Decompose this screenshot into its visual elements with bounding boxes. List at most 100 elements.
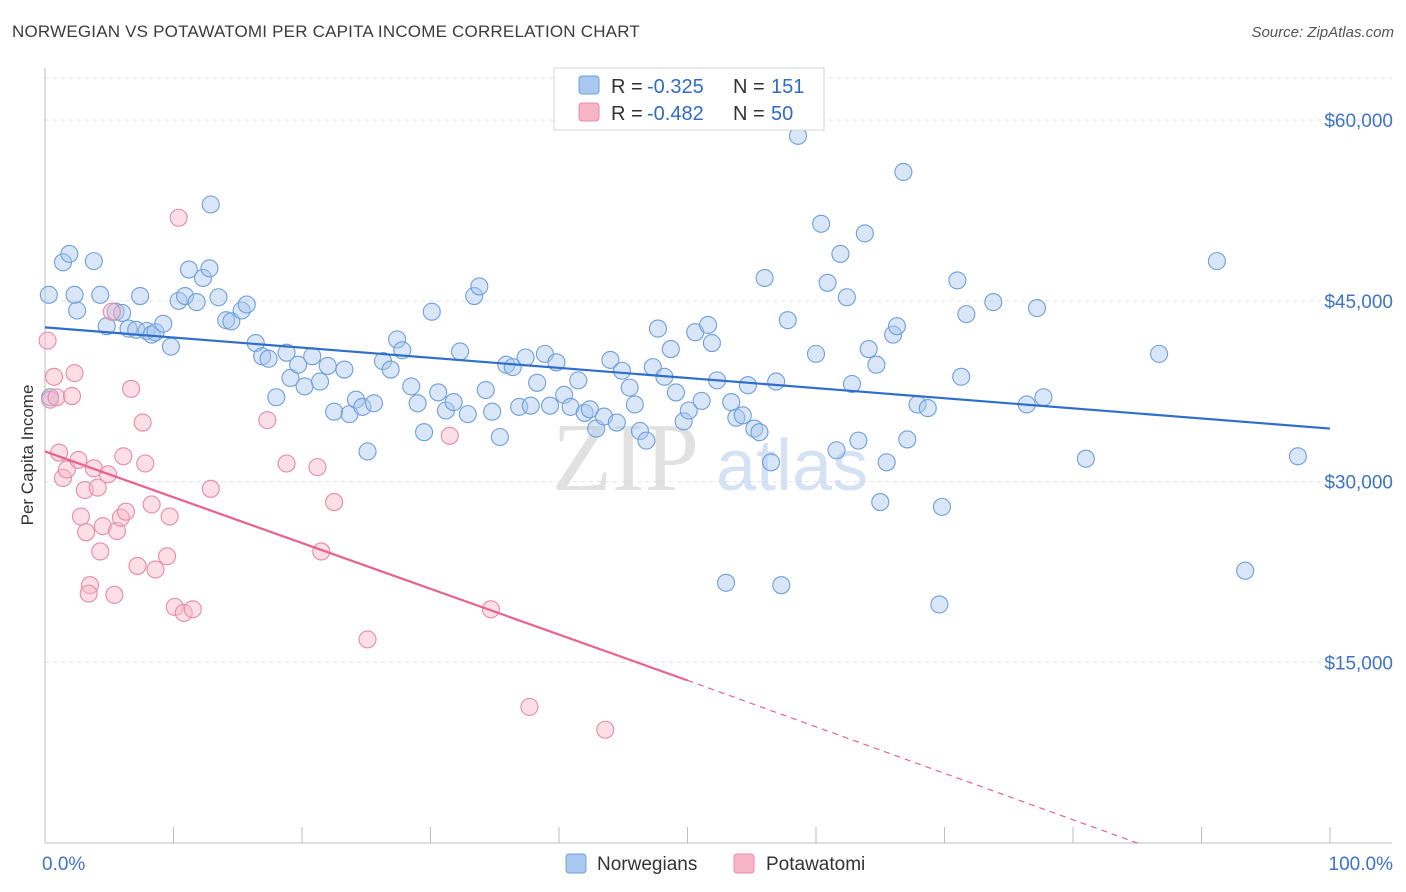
data-point bbox=[142, 495, 161, 514]
data-point bbox=[71, 507, 91, 526]
data-point bbox=[295, 377, 314, 396]
data-point bbox=[267, 388, 286, 407]
data-point bbox=[884, 325, 903, 344]
data-point bbox=[930, 595, 949, 614]
data-point bbox=[422, 302, 441, 321]
data-point bbox=[957, 305, 976, 324]
data-point bbox=[161, 337, 180, 356]
legend-n-label: N = bbox=[733, 76, 765, 98]
data-point bbox=[465, 287, 484, 306]
data-point bbox=[666, 383, 685, 402]
data-point bbox=[984, 293, 1003, 312]
trend-line bbox=[44, 326, 1331, 430]
data-point bbox=[818, 273, 837, 292]
data-point bbox=[755, 268, 774, 288]
data-point bbox=[277, 343, 296, 362]
data-point bbox=[648, 319, 667, 338]
source-label: Source: ZipAtlas.com bbox=[1251, 24, 1394, 41]
data-point bbox=[105, 585, 124, 604]
data-point bbox=[887, 317, 907, 336]
trend-lines bbox=[44, 326, 1331, 844]
data-point bbox=[358, 630, 377, 649]
legend-n-value: 50 bbox=[771, 103, 793, 125]
data-point bbox=[510, 397, 529, 416]
axes bbox=[44, 68, 1392, 844]
data-point bbox=[738, 376, 757, 395]
data-point bbox=[842, 374, 862, 394]
data-point bbox=[281, 368, 300, 388]
watermark: ZIP atlas bbox=[552, 404, 868, 512]
data-point bbox=[303, 347, 322, 366]
legend-bottom: Norwegians Potawatomi bbox=[565, 853, 865, 875]
data-point bbox=[325, 402, 344, 421]
data-point bbox=[637, 431, 656, 450]
legend-swatch-potawatomi bbox=[578, 102, 600, 122]
data-point bbox=[91, 542, 110, 561]
data-point bbox=[308, 458, 327, 477]
data-point bbox=[158, 547, 177, 566]
trend-line bbox=[44, 450, 688, 682]
y-tick-label: $15,000 bbox=[1324, 653, 1393, 674]
data-point bbox=[39, 285, 58, 304]
data-point bbox=[209, 288, 228, 307]
data-point bbox=[470, 277, 489, 296]
data-point bbox=[948, 271, 967, 290]
legend-r-value: -0.482 bbox=[647, 103, 704, 125]
data-point bbox=[1288, 447, 1307, 466]
data-point bbox=[88, 478, 107, 497]
legend-bottom-label-norwegians: Norwegians bbox=[597, 854, 697, 875]
data-point bbox=[106, 302, 125, 321]
data-point bbox=[679, 401, 698, 420]
data-point bbox=[237, 295, 256, 314]
data-point bbox=[837, 288, 856, 307]
data-point bbox=[116, 502, 136, 521]
data-point bbox=[569, 371, 588, 390]
data-point bbox=[521, 396, 540, 415]
data-point bbox=[827, 441, 846, 460]
data-point bbox=[60, 244, 79, 263]
data-point bbox=[520, 697, 539, 716]
data-point bbox=[630, 421, 650, 441]
data-point bbox=[176, 287, 195, 306]
data-point bbox=[93, 517, 112, 536]
data-point bbox=[381, 360, 400, 379]
legend-n-label: N = bbox=[733, 103, 765, 125]
data-point bbox=[451, 342, 470, 361]
chart-title: NORWEGIAN VS POTAWATOMI PER CAPITA INCOM… bbox=[12, 22, 640, 41]
y-axis-label: Per Capita Income bbox=[18, 385, 37, 526]
data-point bbox=[429, 383, 448, 402]
data-point bbox=[187, 293, 206, 312]
data-point bbox=[201, 195, 220, 214]
data-point bbox=[259, 349, 278, 368]
data-point bbox=[1236, 561, 1255, 580]
data-point bbox=[540, 396, 560, 415]
data-point bbox=[849, 431, 868, 450]
data-point bbox=[84, 252, 103, 271]
data-point bbox=[722, 393, 741, 412]
data-point bbox=[867, 355, 886, 374]
data-point bbox=[194, 268, 213, 288]
data-point bbox=[146, 560, 165, 579]
data-point bbox=[160, 507, 179, 526]
y-tick-labels: $15,000 $30,000 $45,000 $60,000 bbox=[1324, 111, 1393, 674]
data-point bbox=[898, 430, 917, 449]
data-point bbox=[601, 350, 620, 369]
series-potawatomi-points bbox=[38, 208, 615, 739]
data-point bbox=[47, 388, 66, 407]
data-point bbox=[62, 386, 82, 406]
data-point bbox=[44, 367, 64, 386]
data-point bbox=[318, 356, 337, 375]
data-point bbox=[179, 260, 198, 279]
data-point bbox=[778, 311, 797, 330]
data-point bbox=[1207, 252, 1226, 271]
data-point bbox=[476, 380, 495, 400]
data-point bbox=[408, 394, 427, 413]
data-point bbox=[932, 497, 951, 516]
legend-r-value: -0.325 bbox=[647, 76, 704, 98]
data-point bbox=[1150, 344, 1169, 363]
data-point bbox=[702, 333, 721, 353]
data-point bbox=[325, 493, 344, 512]
data-point bbox=[346, 390, 366, 409]
data-point bbox=[490, 427, 509, 447]
data-point bbox=[855, 224, 874, 243]
